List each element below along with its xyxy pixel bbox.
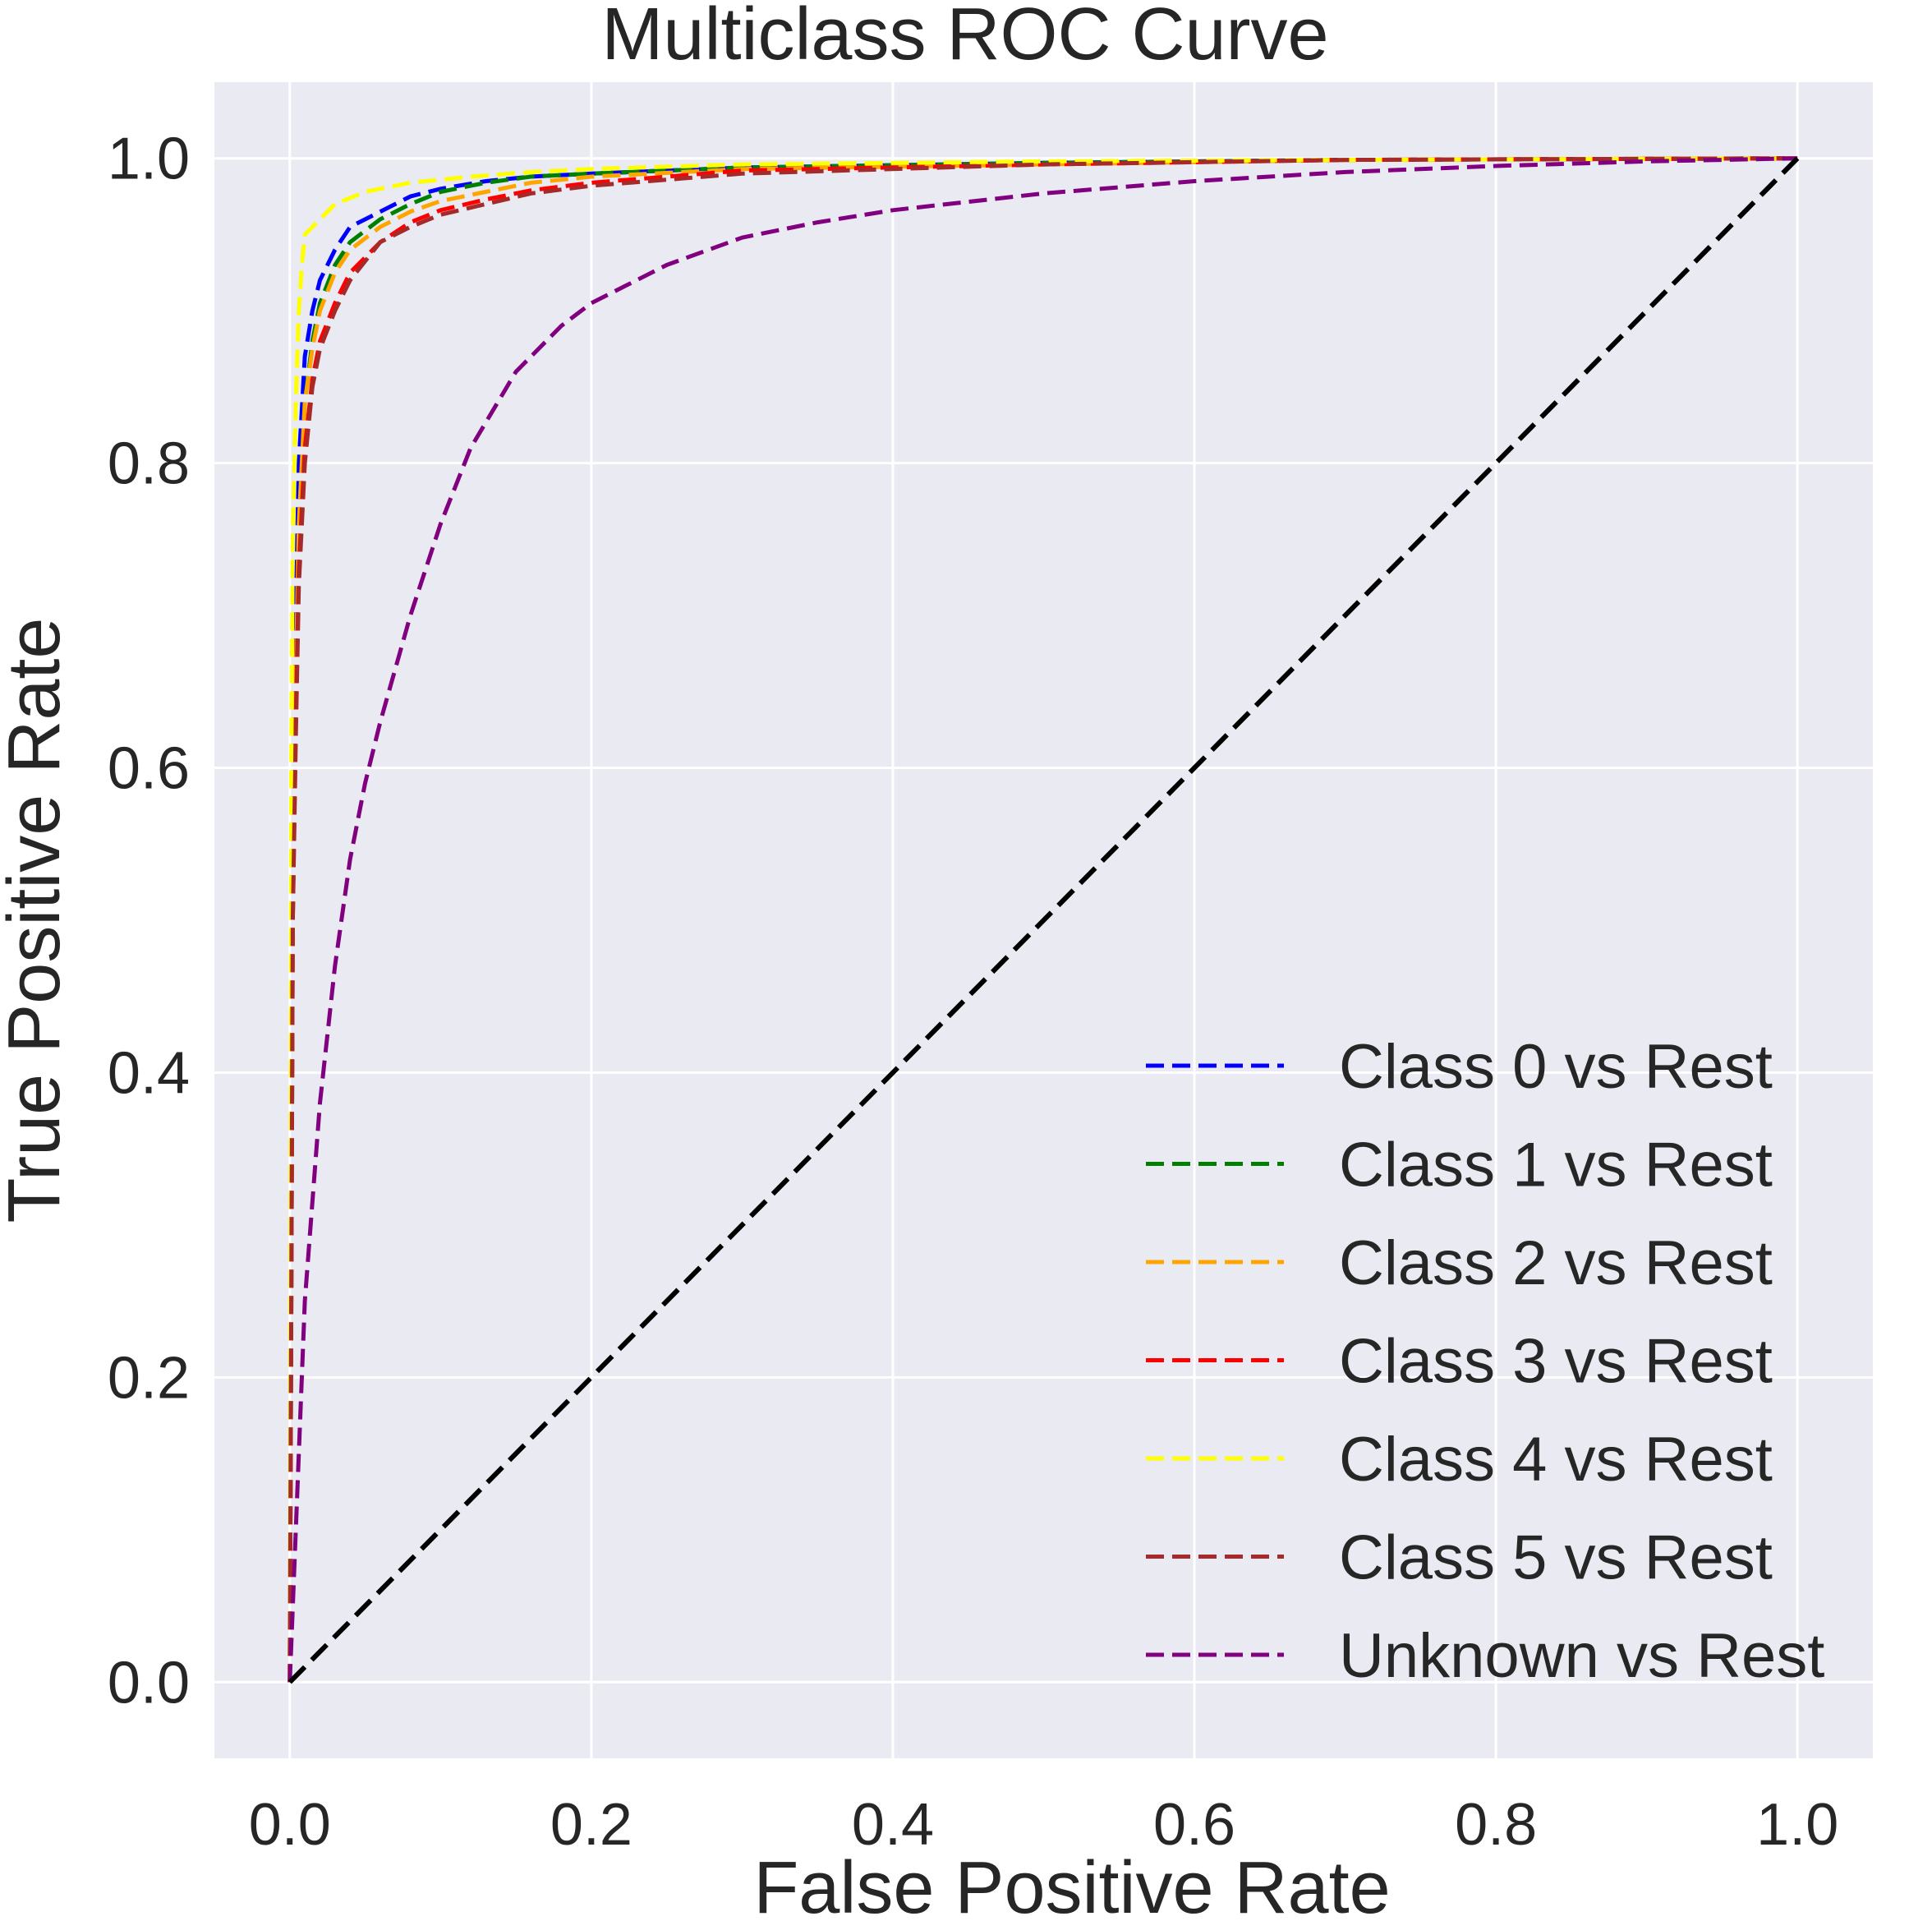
- grid: [214, 82, 1873, 1758]
- series-line-0: [288, 156, 1798, 1683]
- x-tick-label: 0.4: [852, 1792, 934, 1858]
- y-tick-label: 0.4: [108, 1040, 190, 1106]
- legend-label-2: Class 2 vs Rest: [1339, 1228, 1773, 1298]
- chart-title: Multiclass ROC Curve: [601, 0, 1328, 76]
- y-axis-label: True Positive Rate: [0, 618, 76, 1223]
- legend-label-6: Unknown vs Rest: [1339, 1621, 1824, 1691]
- legend-label-4: Class 4 vs Rest: [1339, 1425, 1773, 1495]
- x-tick-label: 0.0: [249, 1792, 331, 1858]
- series-line-4: [288, 156, 1798, 1683]
- y-tick-label: 1.0: [108, 127, 190, 192]
- y-tick-labels: 0.0 0.2 0.4 0.6 0.8 1.0: [108, 127, 190, 1716]
- x-tick-label: 0.6: [1153, 1792, 1235, 1858]
- legend-label-5: Class 5 vs Rest: [1339, 1523, 1773, 1593]
- legend-label-1: Class 1 vs Rest: [1339, 1131, 1773, 1200]
- series-line-6: [288, 156, 1798, 1683]
- x-tick-label: 0.2: [550, 1792, 632, 1858]
- chance-line: [288, 156, 1800, 1684]
- y-tick-label: 0.2: [108, 1345, 190, 1411]
- series-line-2: [288, 156, 1798, 1683]
- x-tick-labels: 0.0 0.2 0.4 0.6 0.8 1.0: [249, 1792, 1839, 1858]
- x-tick-label: 1.0: [1756, 1792, 1838, 1858]
- y-tick-label: 0.8: [108, 431, 190, 497]
- series-line-5: [288, 156, 1798, 1683]
- x-axis-label: False Positive Rate: [753, 1847, 1390, 1921]
- legend: Class 0 vs Rest Class 1 vs Rest Class 2 vs…: [1146, 1032, 1824, 1691]
- legend-label-3: Class 3 vs Rest: [1339, 1327, 1773, 1397]
- y-tick-label: 0.0: [108, 1650, 190, 1716]
- curves: [288, 156, 1800, 1684]
- y-tick-label: 0.6: [108, 736, 190, 802]
- x-tick-label: 0.8: [1455, 1792, 1537, 1858]
- legend-label-0: Class 0 vs Rest: [1339, 1032, 1773, 1102]
